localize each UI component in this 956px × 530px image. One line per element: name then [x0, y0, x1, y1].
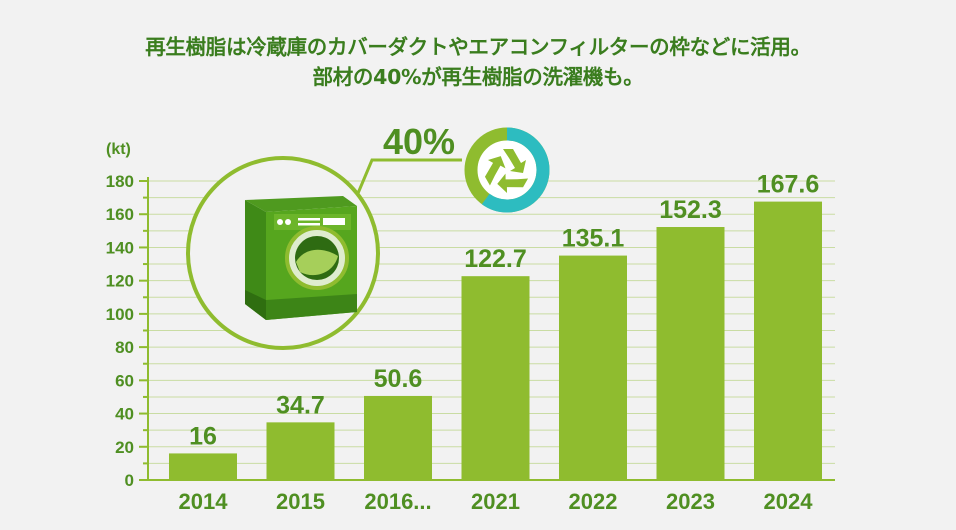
y-tick-label: 180 [106, 172, 134, 191]
y-tick-label: 120 [106, 272, 134, 291]
x-tick-label: 2021 [471, 489, 520, 514]
data-label: 16 [189, 422, 217, 450]
bar [266, 422, 335, 480]
y-tick-label: 40 [115, 405, 134, 424]
y-tick-label: 20 [115, 438, 134, 457]
y-tick-label: 160 [106, 205, 134, 224]
headline-line-2: 部材の40%が再生樹脂の洗濯機も。 [312, 65, 644, 89]
percent-label: 40% [383, 121, 455, 162]
bar [461, 276, 530, 480]
y-tick-label: 100 [106, 305, 134, 324]
data-label: 50.6 [374, 365, 423, 393]
chart-headline: 再生樹脂は冷蔵庫のカバーダクトやエアコンフィルターの枠などに活用。 部材の40%… [0, 32, 956, 92]
y-tick-label: 60 [115, 371, 134, 390]
washing-machine-icon [245, 196, 357, 320]
y-tick-label: 140 [106, 238, 134, 257]
x-tick-label: 2016... [364, 489, 431, 514]
y-axis-unit-label: (kt) [106, 141, 131, 158]
x-tick-label: 2015 [276, 489, 325, 514]
x-tick-label: 2022 [569, 489, 618, 514]
recycled-share-ring [464, 127, 550, 213]
y-tick-label: 80 [115, 338, 134, 357]
data-label: 167.6 [757, 171, 820, 199]
bars [169, 201, 822, 480]
headline-line-1: 再生樹脂は冷蔵庫のカバーダクトやエアコンフィルターの枠などに活用。 [145, 35, 811, 59]
inset-illustration: 40% [186, 121, 550, 350]
bar [754, 201, 822, 480]
data-label: 34.7 [276, 391, 325, 419]
x-tick-label: 2024 [764, 489, 814, 514]
bar [656, 227, 725, 480]
bar [364, 395, 432, 480]
data-labels: 16 2014 34.7 2015 50.6 2016... 122.7 2021 135.1 2… [179, 171, 820, 514]
x-tick-label: 2014 [179, 489, 229, 514]
x-tick-label: 2023 [666, 489, 715, 514]
data-label: 152.3 [659, 196, 722, 224]
bar [169, 453, 237, 480]
y-tick-label: 0 [125, 471, 134, 490]
bar [559, 255, 627, 480]
data-label: 122.7 [464, 245, 527, 273]
recycle-icon [484, 149, 529, 193]
data-label: 135.1 [562, 225, 625, 253]
